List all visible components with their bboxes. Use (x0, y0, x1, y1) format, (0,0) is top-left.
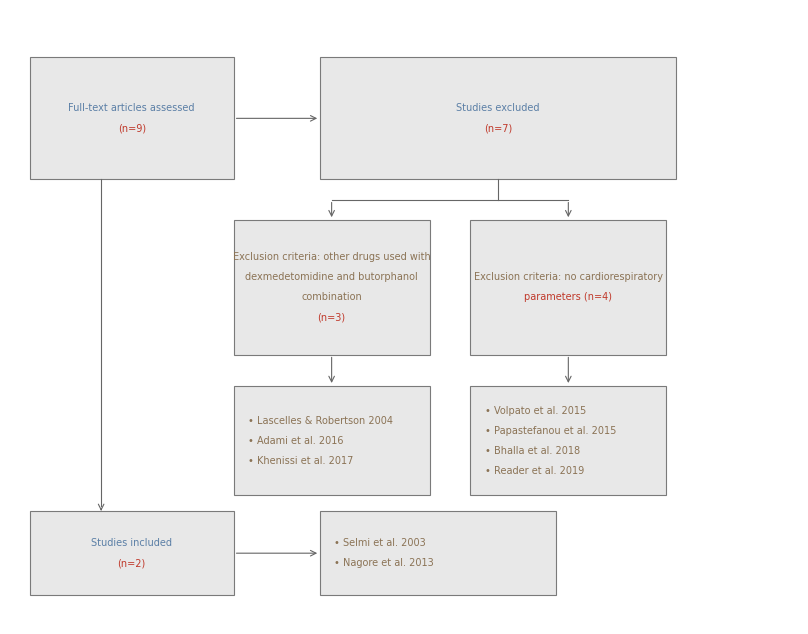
Text: Full-text articles assessed: Full-text articles assessed (69, 103, 195, 113)
FancyBboxPatch shape (30, 511, 234, 595)
Text: • Nagore et al. 2013: • Nagore et al. 2013 (335, 558, 434, 568)
Text: (n=2): (n=2) (118, 558, 145, 568)
FancyBboxPatch shape (320, 511, 556, 595)
Text: (n=7): (n=7) (484, 124, 512, 133)
Text: • Adami et al. 2016: • Adami et al. 2016 (248, 436, 343, 446)
Text: (n=9): (n=9) (118, 124, 145, 133)
Text: • Bhalla et al. 2018: • Bhalla et al. 2018 (485, 446, 580, 456)
FancyBboxPatch shape (470, 220, 667, 354)
Text: • Khenissi et al. 2017: • Khenissi et al. 2017 (248, 456, 353, 465)
FancyBboxPatch shape (470, 386, 667, 495)
Text: • Volpato et al. 2015: • Volpato et al. 2015 (485, 406, 586, 415)
Text: parameters (n=4): parameters (n=4) (524, 292, 612, 302)
FancyBboxPatch shape (30, 57, 234, 179)
Text: • Papastefanou et al. 2015: • Papastefanou et al. 2015 (485, 425, 617, 436)
Text: (n=3): (n=3) (318, 313, 346, 322)
Text: Exclusion criteria: no cardiorespiratory: Exclusion criteria: no cardiorespiratory (473, 272, 663, 282)
FancyBboxPatch shape (320, 57, 675, 179)
Text: Exclusion criteria: other drugs used with: Exclusion criteria: other drugs used wit… (233, 252, 431, 262)
Text: • Selmi et al. 2003: • Selmi et al. 2003 (335, 538, 426, 548)
FancyBboxPatch shape (234, 220, 430, 354)
Text: • Reader et al. 2019: • Reader et al. 2019 (485, 465, 584, 476)
Text: Studies excluded: Studies excluded (457, 103, 540, 113)
Text: Studies included: Studies included (91, 538, 172, 548)
Text: combination: combination (301, 292, 362, 302)
Text: dexmedetomidine and butorphanol: dexmedetomidine and butorphanol (246, 272, 418, 282)
FancyBboxPatch shape (234, 386, 430, 495)
Text: • Lascelles & Robertson 2004: • Lascelles & Robertson 2004 (248, 415, 393, 425)
